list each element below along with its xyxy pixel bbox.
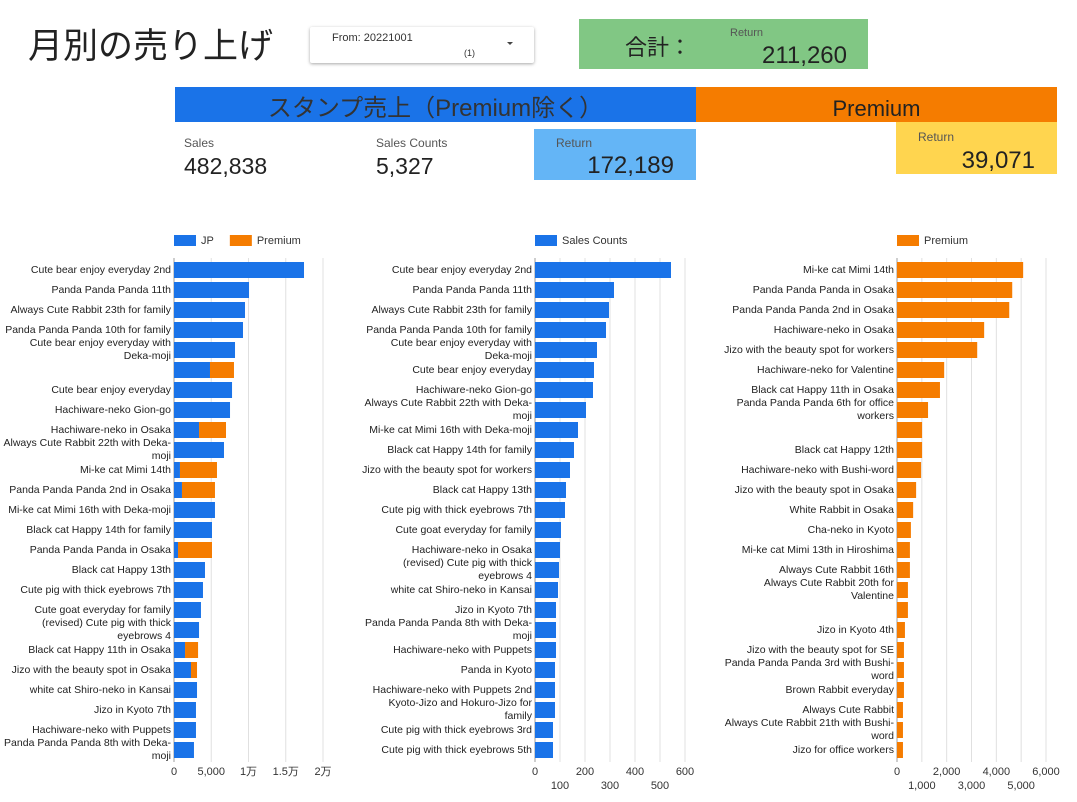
category-label: Always Cute Rabbit 16th <box>779 563 894 576</box>
category-label: Black cat Happy 14th for family <box>26 523 171 536</box>
total-card: 合計： Return 211,260 <box>579 19 868 69</box>
category-label: Brown Rabbit everyday <box>785 683 894 696</box>
category-label: Cute pig with thick eyebrows 7th <box>381 503 532 516</box>
category-label: Always Cute Rabbit <box>802 703 894 716</box>
category-label: Hachiware-neko in Osaka <box>411 543 532 556</box>
category-label: Jizo with the beauty spot in Osaka <box>11 663 171 676</box>
category-label: Panda Panda Panda in Osaka <box>29 543 171 556</box>
category-label: Black cat Happy 14th for family <box>387 443 532 456</box>
filter-count: (1) <box>464 48 475 58</box>
category-label: Jizo with the beauty spot for SE <box>746 643 894 656</box>
category-label: Jizo in Kyoto 4th <box>816 623 894 636</box>
category-label: Black cat Happy 13th <box>432 483 532 496</box>
category-label: Kyoto-Jizo and Hokuro-Jizo for family <box>388 697 532 722</box>
category-label: Panda Panda Panda 11th <box>51 283 172 296</box>
category-label: Hachiware-neko for Valentine <box>757 363 894 376</box>
kpi-value: 172,189 <box>587 152 674 179</box>
category-label: white cat Shiro-neko in Kansai <box>390 583 532 596</box>
category-label: Cute goat everyday for family <box>395 523 532 536</box>
dropdown-arrow <box>507 42 513 45</box>
category-label: Hachiware-neko in Osaka <box>50 423 171 436</box>
category-label: Panda Panda Panda 2nd in Osaka <box>9 483 171 496</box>
category-label: Panda Panda Panda 3rd with Bushi-word <box>724 657 894 682</box>
category-label: Jizo with the beauty spot for workers <box>724 343 894 356</box>
return-card: Return 172,189 <box>534 129 696 180</box>
category-label: Cute pig with thick eyebrows 3rd <box>380 723 532 736</box>
kpi-value: 482,838 <box>184 153 268 179</box>
category-label: Cute bear enjoy everyday <box>412 363 532 376</box>
category-label: Mi-ke cat Mimi 14th <box>802 263 894 276</box>
kpi-value: 5,327 <box>376 153 434 179</box>
banner-stamp: スタンプ売上（Premium除く） <box>175 87 696 122</box>
category-label: White Rabbit in Osaka <box>789 503 894 516</box>
category-label: Mi-ke cat Mimi 16th with Deka-moji <box>369 423 532 436</box>
kpi-label: Return <box>556 136 593 150</box>
category-label: Mi-ke cat Mimi 16th with Deka-moji <box>8 503 171 516</box>
category-label: Jizo in Kyoto 7th <box>454 603 532 616</box>
category-label: Hachiware-neko with Bushi-word <box>741 463 894 476</box>
category-label: Hachiware-neko with Puppets <box>32 723 171 736</box>
category-label: Cute bear enjoy everyday 2nd <box>30 263 171 276</box>
category-label: white cat Shiro-neko in Kansai <box>29 683 171 696</box>
total-metric: Return <box>730 27 764 39</box>
category-label: Cute bear enjoy everyday with Deka-moji <box>390 337 532 362</box>
category-label: Always Cute Rabbit 23th for family <box>10 303 171 316</box>
category-label: Cute bear enjoy everyday 2nd <box>391 263 532 276</box>
kpi-label: Sales Counts <box>376 136 448 150</box>
category-label: Cute pig with thick eyebrows 7th <box>20 583 171 596</box>
category-label: Always Cute Rabbit 23th for family <box>371 303 532 316</box>
category-label: Black cat Happy 13th <box>71 563 171 576</box>
category-label: Black cat Happy 11th in Osaka <box>28 643 171 656</box>
category-label: Cute goat everyday for family <box>34 603 171 616</box>
filter-label: From: 20221001 <box>332 32 413 44</box>
total-label: 合計： <box>625 35 692 60</box>
kpi-label: Return <box>918 130 955 144</box>
category-label: Hachiware-neko Gion-go <box>415 383 532 396</box>
banner-text: Premium <box>832 96 921 121</box>
category-label: Mi-ke cat Mimi 14th <box>79 463 171 476</box>
category-label: Jizo with the beauty spot for workers <box>362 463 532 476</box>
banner-text: スタンプ売上（Premium除く） <box>267 95 604 122</box>
category-label: Panda Panda Panda 8th with Deka-moji <box>365 617 532 642</box>
category-label: (revised) Cute pig with thick eyebrows 4 <box>403 557 532 582</box>
category-label: Hachiware-neko with Puppets 2nd <box>372 683 532 696</box>
category-label: Black cat Happy 12th <box>794 443 894 456</box>
category-label: Cute bear enjoy everyday <box>51 383 171 396</box>
banner-premium: Premium <box>696 87 1057 122</box>
category-label: Panda Panda Panda 2nd in Osaka <box>732 303 894 316</box>
kpi-value: 39,071 <box>961 147 1035 174</box>
kpi-label: Sales <box>184 136 215 150</box>
category-label: Panda Panda Panda in Osaka <box>752 283 894 296</box>
category-label: Mi-ke cat Mimi 13th in Hiroshima <box>741 543 894 556</box>
category-label: Panda in Kyoto <box>460 663 532 676</box>
category-label: Panda Panda Panda 6th for office workers <box>736 397 894 422</box>
category-label: Hachiware-neko Gion-go <box>54 403 171 416</box>
category-label: Always Cute Rabbit 20th for Valentine <box>763 577 894 602</box>
category-label: Cute pig with thick eyebrows 5th <box>381 743 532 756</box>
category-label: Hachiware-neko with Puppets <box>393 643 532 656</box>
category-label: Always Cute Rabbit 22th with Deka-moji <box>364 397 533 422</box>
category-label: Jizo in Kyoto 7th <box>93 703 171 716</box>
category-label: Always Cute Rabbit 21th with Bushi-word <box>724 717 894 742</box>
category-label: Panda Panda Panda 11th <box>412 283 533 296</box>
page-title: 月別の売り上げ <box>28 27 274 66</box>
category-label: (revised) Cute pig with thick eyebrows 4 <box>42 617 171 642</box>
category-label: Cha-neko in Kyoto <box>807 523 894 536</box>
category-label: Jizo for office workers <box>792 743 894 756</box>
category-label: Hachiware-neko in Osaka <box>773 323 894 336</box>
return-card: Return 39,071 <box>896 122 1057 174</box>
category-label: Cute bear enjoy everyday with Deka-moji <box>29 337 171 362</box>
date-filter[interactable]: From: 20221001 (1) <box>310 27 534 63</box>
category-label: Panda Panda Panda 10th for family <box>366 323 532 336</box>
category-label: Panda Panda Panda 10th for family <box>5 323 171 336</box>
category-label: Jizo with the beauty spot in Osaka <box>734 483 894 496</box>
total-value: 211,260 <box>762 42 847 69</box>
category-label: Panda Panda Panda 8th with Deka-moji <box>4 737 171 762</box>
category-label: Always Cute Rabbit 22th with Deka-moji <box>3 437 172 462</box>
category-label: Black cat Happy 11th in Osaka <box>751 383 894 396</box>
